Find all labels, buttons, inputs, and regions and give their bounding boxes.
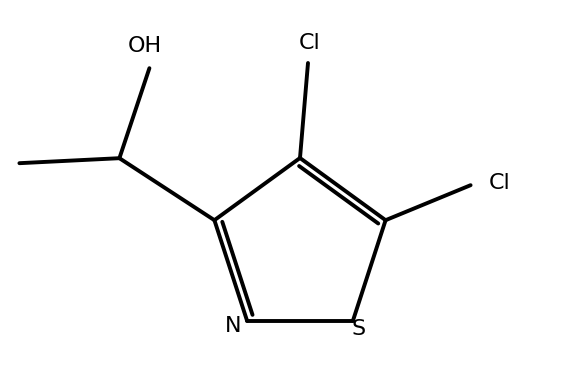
Text: OH: OH (128, 36, 161, 56)
Text: S: S (352, 319, 366, 339)
Text: N: N (225, 316, 241, 336)
Text: Cl: Cl (299, 33, 321, 53)
Text: Cl: Cl (488, 173, 510, 193)
